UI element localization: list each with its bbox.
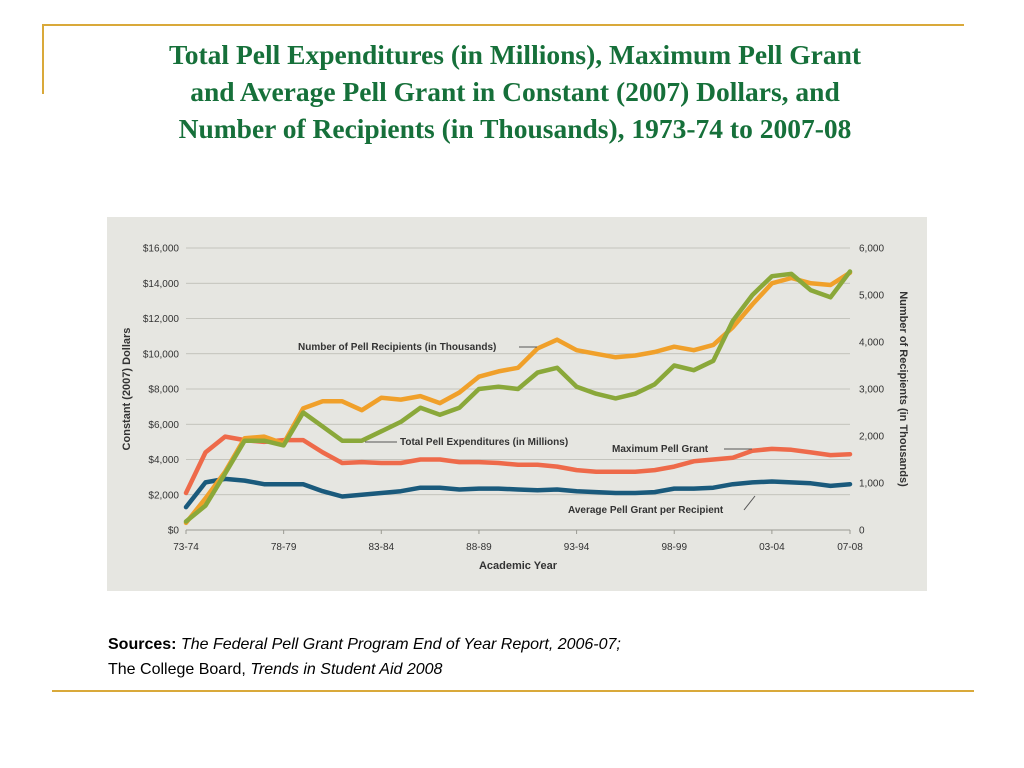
x-tick-label: 93-94: [564, 542, 590, 553]
annotation-expenditures: Total Pell Expenditures (in Millions): [400, 437, 568, 448]
sources-line-2: The College Board, Trends in Student Aid…: [108, 657, 988, 682]
y-right-tick-label: 4,000: [859, 338, 884, 349]
y-left-tick-label: $12,000: [143, 314, 180, 325]
y-right-tick-label: 6,000: [859, 244, 884, 255]
y-left-tick-label: $14,000: [143, 279, 180, 290]
y-left-tick-label: $4,000: [148, 455, 179, 466]
y-right-tick-label: 5,000: [859, 291, 884, 302]
x-tick-label: 88-89: [466, 542, 492, 553]
y-left-tick-label: $16,000: [143, 244, 180, 255]
title-line-1: Total Pell Expenditures (in Millions), M…: [168, 39, 862, 70]
frame-top-rule: [42, 24, 964, 26]
annotation-recipients: Number of Pell Recipients (in Thousands): [298, 342, 496, 353]
chart-panel: $0 $2,000 $4,000 $6,000 $8,000 $10,000 $12,000…: [107, 217, 927, 591]
y-left-axis-label: Constant (2007) Dollars: [121, 328, 133, 451]
source-2-prefix: The College Board,: [108, 661, 246, 678]
title-line-3: Number of Recipients (in Thousands), 197…: [178, 113, 852, 144]
annotation-avg-grant: Average Pell Grant per Recipient: [568, 505, 724, 516]
title-line-2: and Average Pell Grant in Constant (2007…: [190, 76, 840, 107]
sources-label: Sources:: [108, 636, 177, 653]
frame-left-rule: [42, 24, 44, 94]
y-left-tick-label: $0: [168, 526, 180, 537]
series-line: [183, 269, 853, 524]
x-tick-label: 07-08: [837, 542, 863, 553]
y-left-tick-label: $6,000: [148, 420, 179, 431]
y-right-tick-label: 2,000: [859, 432, 884, 443]
y-left-tick-label: $10,000: [143, 349, 180, 360]
y-left-tick-label: $8,000: [148, 385, 179, 396]
x-tick-label: 78-79: [271, 542, 297, 553]
x-tick-label: 83-84: [369, 542, 395, 553]
y-right-tick-label: 3,000: [859, 385, 884, 396]
sources-line-1: Sources: The Federal Pell Grant Program …: [108, 632, 988, 657]
x-tick-label: 73-74: [173, 542, 199, 553]
annotation-avg-grant-leader: [743, 495, 756, 511]
y-right-tick-label: 0: [859, 526, 865, 537]
x-axis-label: Academic Year: [479, 560, 558, 572]
source-1: The Federal Pell Grant Program End of Ye…: [180, 636, 621, 653]
source-2-title: Trends in Student Aid 2008: [250, 661, 443, 678]
y-right-tick-label: 1,000: [859, 479, 884, 490]
frame-bottom-rule: [52, 690, 974, 692]
series-line: [183, 434, 853, 496]
y-right-axis-label: Number of Recipients (in Thousands): [897, 291, 909, 487]
slide-title: Total Pell Expenditures (in Millions), M…: [60, 36, 970, 147]
sources-note: Sources: The Federal Pell Grant Program …: [108, 632, 988, 682]
annotation-max-grant: Maximum Pell Grant: [612, 444, 709, 455]
line-chart: $0 $2,000 $4,000 $6,000 $8,000 $10,000 $12,000…: [121, 244, 909, 573]
series-line: [183, 476, 853, 510]
x-tick-label: 98-99: [661, 542, 687, 553]
y-left-tick-label: $2,000: [148, 490, 179, 501]
x-tick-label: 03-04: [759, 542, 785, 553]
